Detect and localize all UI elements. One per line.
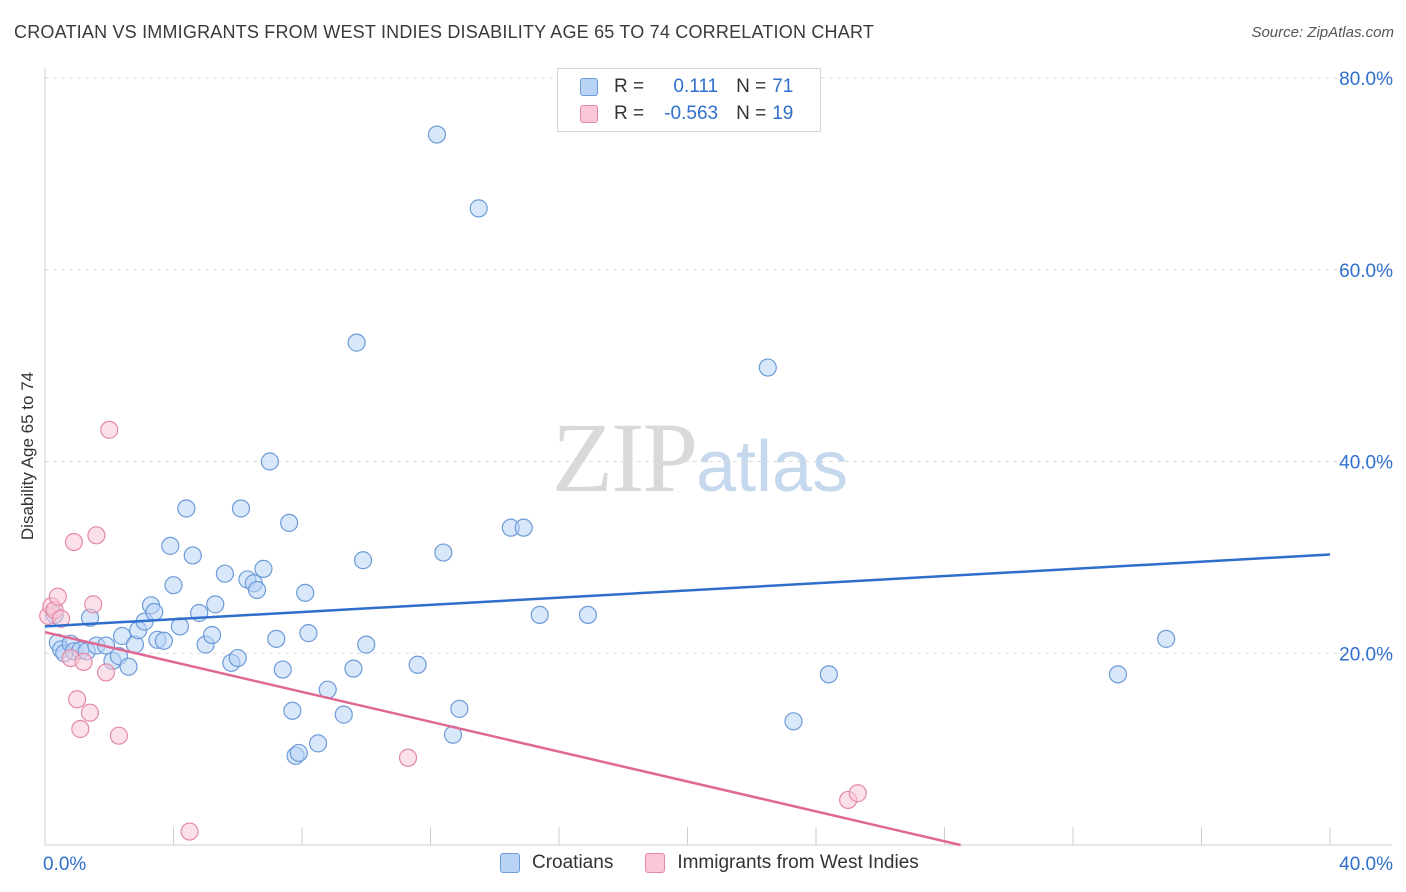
legend-row-west-indies: R = -0.563 N = 19	[580, 102, 793, 126]
croatians-point	[308, 734, 328, 753]
west-indies-point	[180, 822, 199, 841]
west-indies-point	[109, 726, 128, 745]
croatians-point	[784, 712, 803, 731]
west-indies-points	[39, 420, 867, 841]
west-indies-swatch	[645, 853, 666, 873]
croatians-point	[1157, 629, 1176, 648]
legend-item-croatians: Croatians	[500, 852, 613, 874]
watermark-atlas: atlas	[696, 427, 849, 507]
west-indies-point	[74, 652, 93, 671]
west-indies-point	[96, 663, 116, 682]
stats-legend: R = 0.111 N = 71 R = -0.563 N = 19	[557, 68, 821, 132]
croatians-point	[283, 701, 302, 720]
series-legend: Croatians Immigrants from West Indies	[500, 852, 951, 874]
croatians-point	[164, 576, 183, 595]
croatians-point	[819, 665, 838, 684]
r-value: 0.111	[673, 76, 719, 97]
west-indies-point	[398, 748, 418, 767]
croatians-point	[408, 655, 427, 674]
croatians-point	[112, 626, 132, 646]
chart-title: CROATIAN VS IMMIGRANTS FROM WEST INDIES …	[14, 22, 875, 42]
croatians-swatch	[580, 78, 598, 96]
croatians-trend-line	[44, 553, 1331, 628]
r-label: R =	[614, 76, 645, 97]
croatians-point	[228, 648, 247, 668]
west-indies-point	[68, 690, 87, 709]
croatians-point	[469, 199, 488, 218]
croatians-points	[45, 125, 1176, 765]
croatians-point	[347, 333, 366, 352]
y-tick-label: 40.0%	[1339, 453, 1393, 474]
croatians-point	[247, 580, 267, 600]
croatians-point	[357, 635, 376, 654]
croatians-point	[206, 595, 225, 614]
croatians-point	[183, 546, 202, 565]
source-credit: Source: ZipAtlas.com	[1251, 24, 1394, 41]
r-label: R =	[614, 103, 645, 124]
west-indies-trend-line	[44, 630, 961, 847]
croatians-point	[177, 499, 196, 518]
west-indies-point	[848, 784, 867, 803]
croatians-point	[427, 125, 447, 144]
croatians-point	[215, 564, 234, 583]
west-indies-point	[51, 609, 71, 628]
tick-labels: 20.0% 40.0% 60.0% 80.0% 0.0% 40.0%	[43, 69, 1393, 875]
croatians-point	[260, 452, 279, 471]
croatians-point	[170, 617, 190, 636]
trend-lines	[44, 553, 1331, 847]
y-tick-label: 80.0%	[1339, 69, 1393, 90]
croatians-point	[578, 605, 598, 625]
croatians-point	[344, 659, 363, 678]
west-indies-point	[87, 526, 106, 545]
west-indies-point	[100, 420, 119, 439]
croatians-point	[299, 624, 318, 643]
croatians-point	[161, 536, 180, 555]
croatians-point	[273, 660, 292, 679]
croatians-point	[296, 583, 315, 602]
croatians-point	[434, 543, 453, 562]
legend-label-west-indies: Immigrants from West Indies	[677, 852, 919, 873]
west-indies-point	[71, 719, 90, 739]
n-label: N =	[736, 76, 767, 97]
r-value: -0.563	[664, 103, 719, 124]
n-value: 71	[772, 76, 794, 97]
croatians-point	[530, 605, 549, 625]
watermark-zip: ZIP	[552, 402, 698, 513]
croatians-swatch	[500, 853, 520, 873]
croatians-point	[334, 705, 353, 724]
croatians-point	[450, 699, 469, 718]
croatians-point	[758, 358, 777, 377]
legend-label-croatians: Croatians	[532, 852, 614, 873]
croatians-point	[353, 551, 373, 570]
watermark: ZIPatlas	[552, 400, 848, 515]
gridlines	[45, 77, 1392, 654]
croatians-point	[154, 631, 173, 650]
n-value: 19	[772, 103, 794, 124]
croatians-point	[1108, 665, 1128, 684]
croatians-point	[289, 743, 308, 763]
west-indies-point	[48, 587, 67, 606]
y-tick-label: 60.0%	[1339, 261, 1393, 282]
croatians-point	[514, 518, 533, 537]
west-indies-point	[64, 532, 84, 552]
x-tick-label: 40.0%	[1339, 854, 1393, 875]
legend-item-west-indies: Immigrants from West Indies	[645, 852, 919, 874]
legend-row-croatians: R = 0.111 N = 71	[580, 75, 793, 99]
croatians-point	[145, 602, 164, 622]
axes	[44, 68, 1392, 846]
croatians-point	[267, 629, 286, 648]
croatians-point	[280, 513, 299, 532]
west-indies-swatch	[580, 105, 598, 123]
croatians-point	[119, 657, 138, 676]
y-tick-label: 20.0%	[1339, 644, 1393, 665]
n-label: N =	[736, 103, 767, 124]
croatians-point	[231, 499, 251, 518]
croatians-point	[202, 625, 222, 645]
west-indies-point	[84, 595, 103, 614]
west-indies-point	[80, 703, 100, 722]
x-tick-label: 0.0%	[43, 854, 86, 875]
croatians-point	[254, 559, 273, 578]
